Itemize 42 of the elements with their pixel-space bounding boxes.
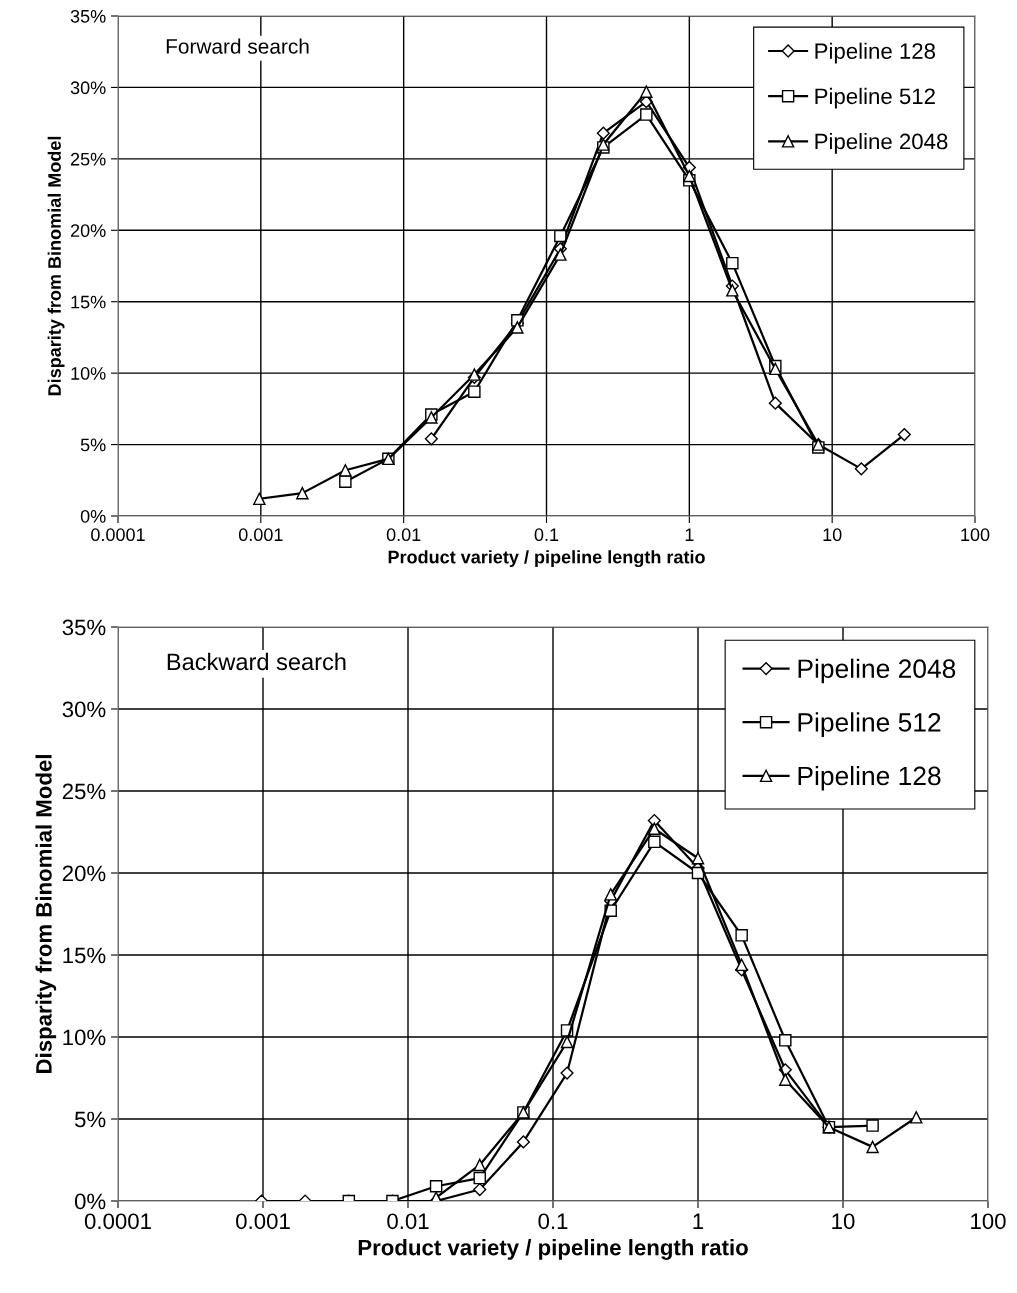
x-axis-title: Product variety / pipeline length ratio	[358, 1239, 748, 1260]
y-tick-label: 35%	[62, 619, 106, 636]
annotation: Backward search	[167, 652, 346, 671]
y-tick-label: 20%	[70, 224, 106, 238]
x-axis-title: Product variety / pipeline length ratio	[388, 550, 705, 568]
y-tick-label: 0%	[80, 509, 106, 523]
x-tick-label: 1	[693, 1213, 704, 1229]
y-tick-label: 25%	[70, 152, 106, 166]
x-tick-label: 0.01	[387, 1213, 429, 1230]
legend-label: Pipeline 2048	[798, 658, 956, 684]
y-tick-label: 25%	[62, 783, 106, 800]
x-tick-label: 0.1	[534, 528, 559, 542]
y-tick-label: 15%	[71, 295, 106, 309]
y-tick-label: 5%	[80, 438, 106, 452]
x-tick-label: 10	[823, 528, 842, 542]
y-axis-title: Disparity from Binomial Model	[47, 136, 65, 396]
legend-label: Pipeline 128	[798, 765, 941, 791]
legend-label: Pipeline 512	[815, 87, 935, 109]
x-tick-label: 0.0001	[84, 1213, 151, 1230]
x-tick-label: 0.01	[386, 528, 421, 542]
legend-label: Pipeline 2048	[815, 132, 948, 154]
x-tick-label: 0.001	[238, 528, 283, 542]
y-tick-label: 10%	[71, 367, 106, 380]
y-tick-label: 0%	[74, 1193, 106, 1210]
x-tick-label: 100	[961, 528, 990, 542]
y-tick-label: 30%	[62, 701, 106, 718]
x-tick-label: 100	[971, 1213, 1006, 1230]
x-tick-label: 0.001	[236, 1213, 290, 1230]
annotation: Forward search	[166, 38, 309, 54]
x-tick-label: 1	[685, 528, 694, 541]
x-tick-label: 0.1	[538, 1213, 568, 1230]
y-tick-label: 20%	[62, 865, 106, 882]
x-tick-label: 0.0001	[91, 528, 145, 542]
y-tick-label: 35%	[70, 9, 106, 23]
y-tick-label: 15%	[63, 947, 106, 964]
legend-label: Pipeline 128	[815, 42, 936, 64]
legend-label: Pipeline 512	[798, 712, 941, 737]
y-tick-label: 5%	[74, 1111, 106, 1128]
y-tick-label: 10%	[63, 1029, 106, 1046]
x-tick-label: 10	[832, 1213, 855, 1230]
y-tick-label: 30%	[70, 81, 106, 95]
y-axis-title: Disparity from Binomial Model	[35, 755, 57, 1074]
